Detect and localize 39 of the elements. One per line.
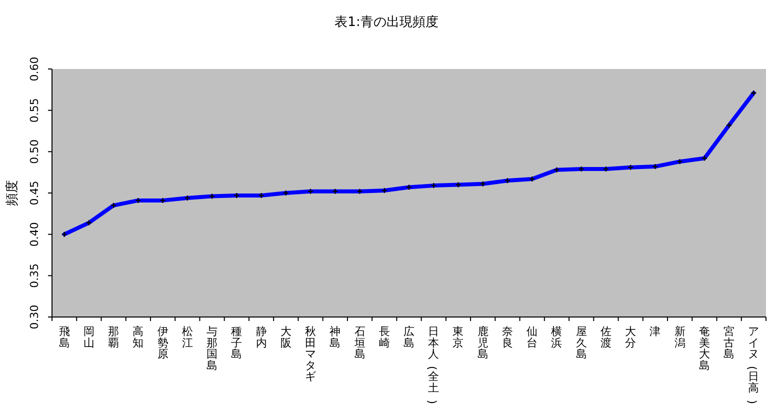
x-tick-label: 静内	[256, 325, 267, 350]
x-tick-label: 日本人(全土)	[425, 325, 440, 404]
x-tick-label: 伊勢原	[157, 325, 168, 361]
y-tick-label: 0.35	[28, 263, 41, 288]
x-tick-label: 奈良	[502, 325, 513, 350]
x-tick-label: 大阪	[280, 325, 292, 350]
x-tick-label: 大分	[625, 325, 636, 350]
x-tick-label: 那覇	[108, 325, 120, 350]
x-tick-label: 秋田マタギ	[305, 325, 316, 384]
x-tick-label: 佐渡	[600, 325, 612, 350]
y-axis-title: 頻度	[4, 180, 20, 206]
x-tick-label: 飛島	[58, 325, 70, 350]
x-tick-label: 高知	[132, 325, 144, 350]
x-tick-label: 種子島	[231, 325, 242, 361]
y-tick-label: 0.45	[28, 180, 41, 206]
x-tick-label: 与那国島	[206, 325, 218, 372]
line-series	[61, 90, 757, 238]
x-tick-label: 東京	[452, 325, 464, 350]
x-tick-label: 新潟	[674, 325, 686, 350]
x-tick-label: 長崎	[378, 325, 390, 350]
x-tick-label: 横浜	[551, 325, 562, 350]
x-tick-label: 鹿児島	[477, 325, 488, 361]
y-tick-label: 0.50	[28, 139, 41, 164]
x-tick-label: 岡山	[83, 325, 94, 350]
x-tick-label: アイヌ(日高)	[746, 325, 760, 404]
x-tick-label: 津	[650, 325, 661, 338]
x-tick-label: 石垣島	[353, 325, 366, 361]
x-tick-label: 奄美大島	[698, 325, 710, 372]
y-tick-label: 0.55	[28, 98, 41, 123]
x-tick-label: 広島	[404, 325, 414, 350]
y-tick-label: 0.30	[28, 304, 41, 330]
x-tick-label: 松江	[182, 325, 193, 350]
x-tick-label: 神島	[330, 325, 341, 350]
y-tick-label: 0.40	[28, 222, 41, 247]
x-tick-label: 仙台	[526, 325, 538, 350]
chart-title: 表1:青の出現頻度	[334, 14, 438, 30]
x-tick-label: 宮古島	[724, 325, 735, 361]
x-tick-label: 屋久島	[576, 325, 587, 361]
y-tick-label: 0.60	[28, 56, 41, 82]
